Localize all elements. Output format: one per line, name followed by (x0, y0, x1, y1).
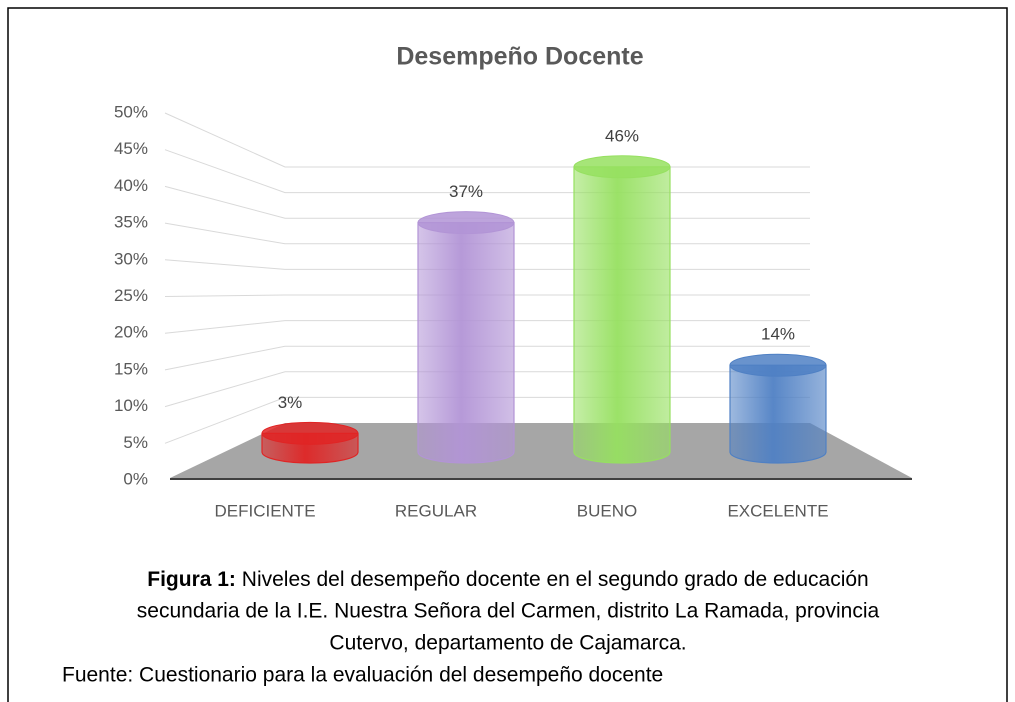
y-tick-label: 10% (114, 396, 148, 415)
y-tick-label: 40% (114, 176, 148, 195)
x-tick-label: EXCELENTE (727, 501, 828, 520)
y-tick-label: 5% (123, 433, 148, 452)
source: Fuente: Cuestionario para la evaluación … (62, 664, 663, 687)
y-tick-label: 20% (114, 323, 148, 342)
data-label: 37% (449, 182, 483, 201)
y-tick-label: 35% (114, 213, 148, 232)
y-tick-label: 25% (114, 286, 148, 305)
bar (573, 166, 671, 464)
bar (729, 364, 827, 464)
data-label: 14% (761, 325, 795, 344)
x-tick-label: BUENO (577, 501, 637, 520)
caption-line: Figura 1: Niveles del desempeño docente … (147, 568, 868, 591)
data-label: 3% (278, 393, 303, 412)
bar (417, 222, 515, 464)
bar-top (573, 155, 671, 179)
grid-line (164, 112, 810, 168)
caption-line: secundaria de la I.E. Nuestra Señora del… (137, 600, 880, 623)
chart-title: Desempeño Docente (396, 43, 643, 71)
caption-label: Figura 1: (147, 568, 236, 591)
y-tick-label: 30% (114, 249, 148, 268)
y-tick-label: 50% (114, 102, 148, 121)
y-tick-label: 45% (114, 139, 148, 158)
bar-top (417, 211, 515, 235)
bar-top (729, 353, 827, 377)
y-tick-label: 15% (114, 359, 148, 378)
x-tick-label: REGULAR (395, 501, 477, 520)
caption-text: Niveles del desempeño docente en el segu… (236, 568, 869, 591)
y-tick-label: 0% (123, 469, 148, 488)
frame (7, 7, 1008, 702)
bar-top (261, 421, 359, 445)
x-tick-label: DEFICIENTE (214, 501, 315, 520)
data-label: 46% (605, 126, 639, 145)
caption-line: Cutervo, departamento de Cajamarca. (329, 632, 686, 655)
